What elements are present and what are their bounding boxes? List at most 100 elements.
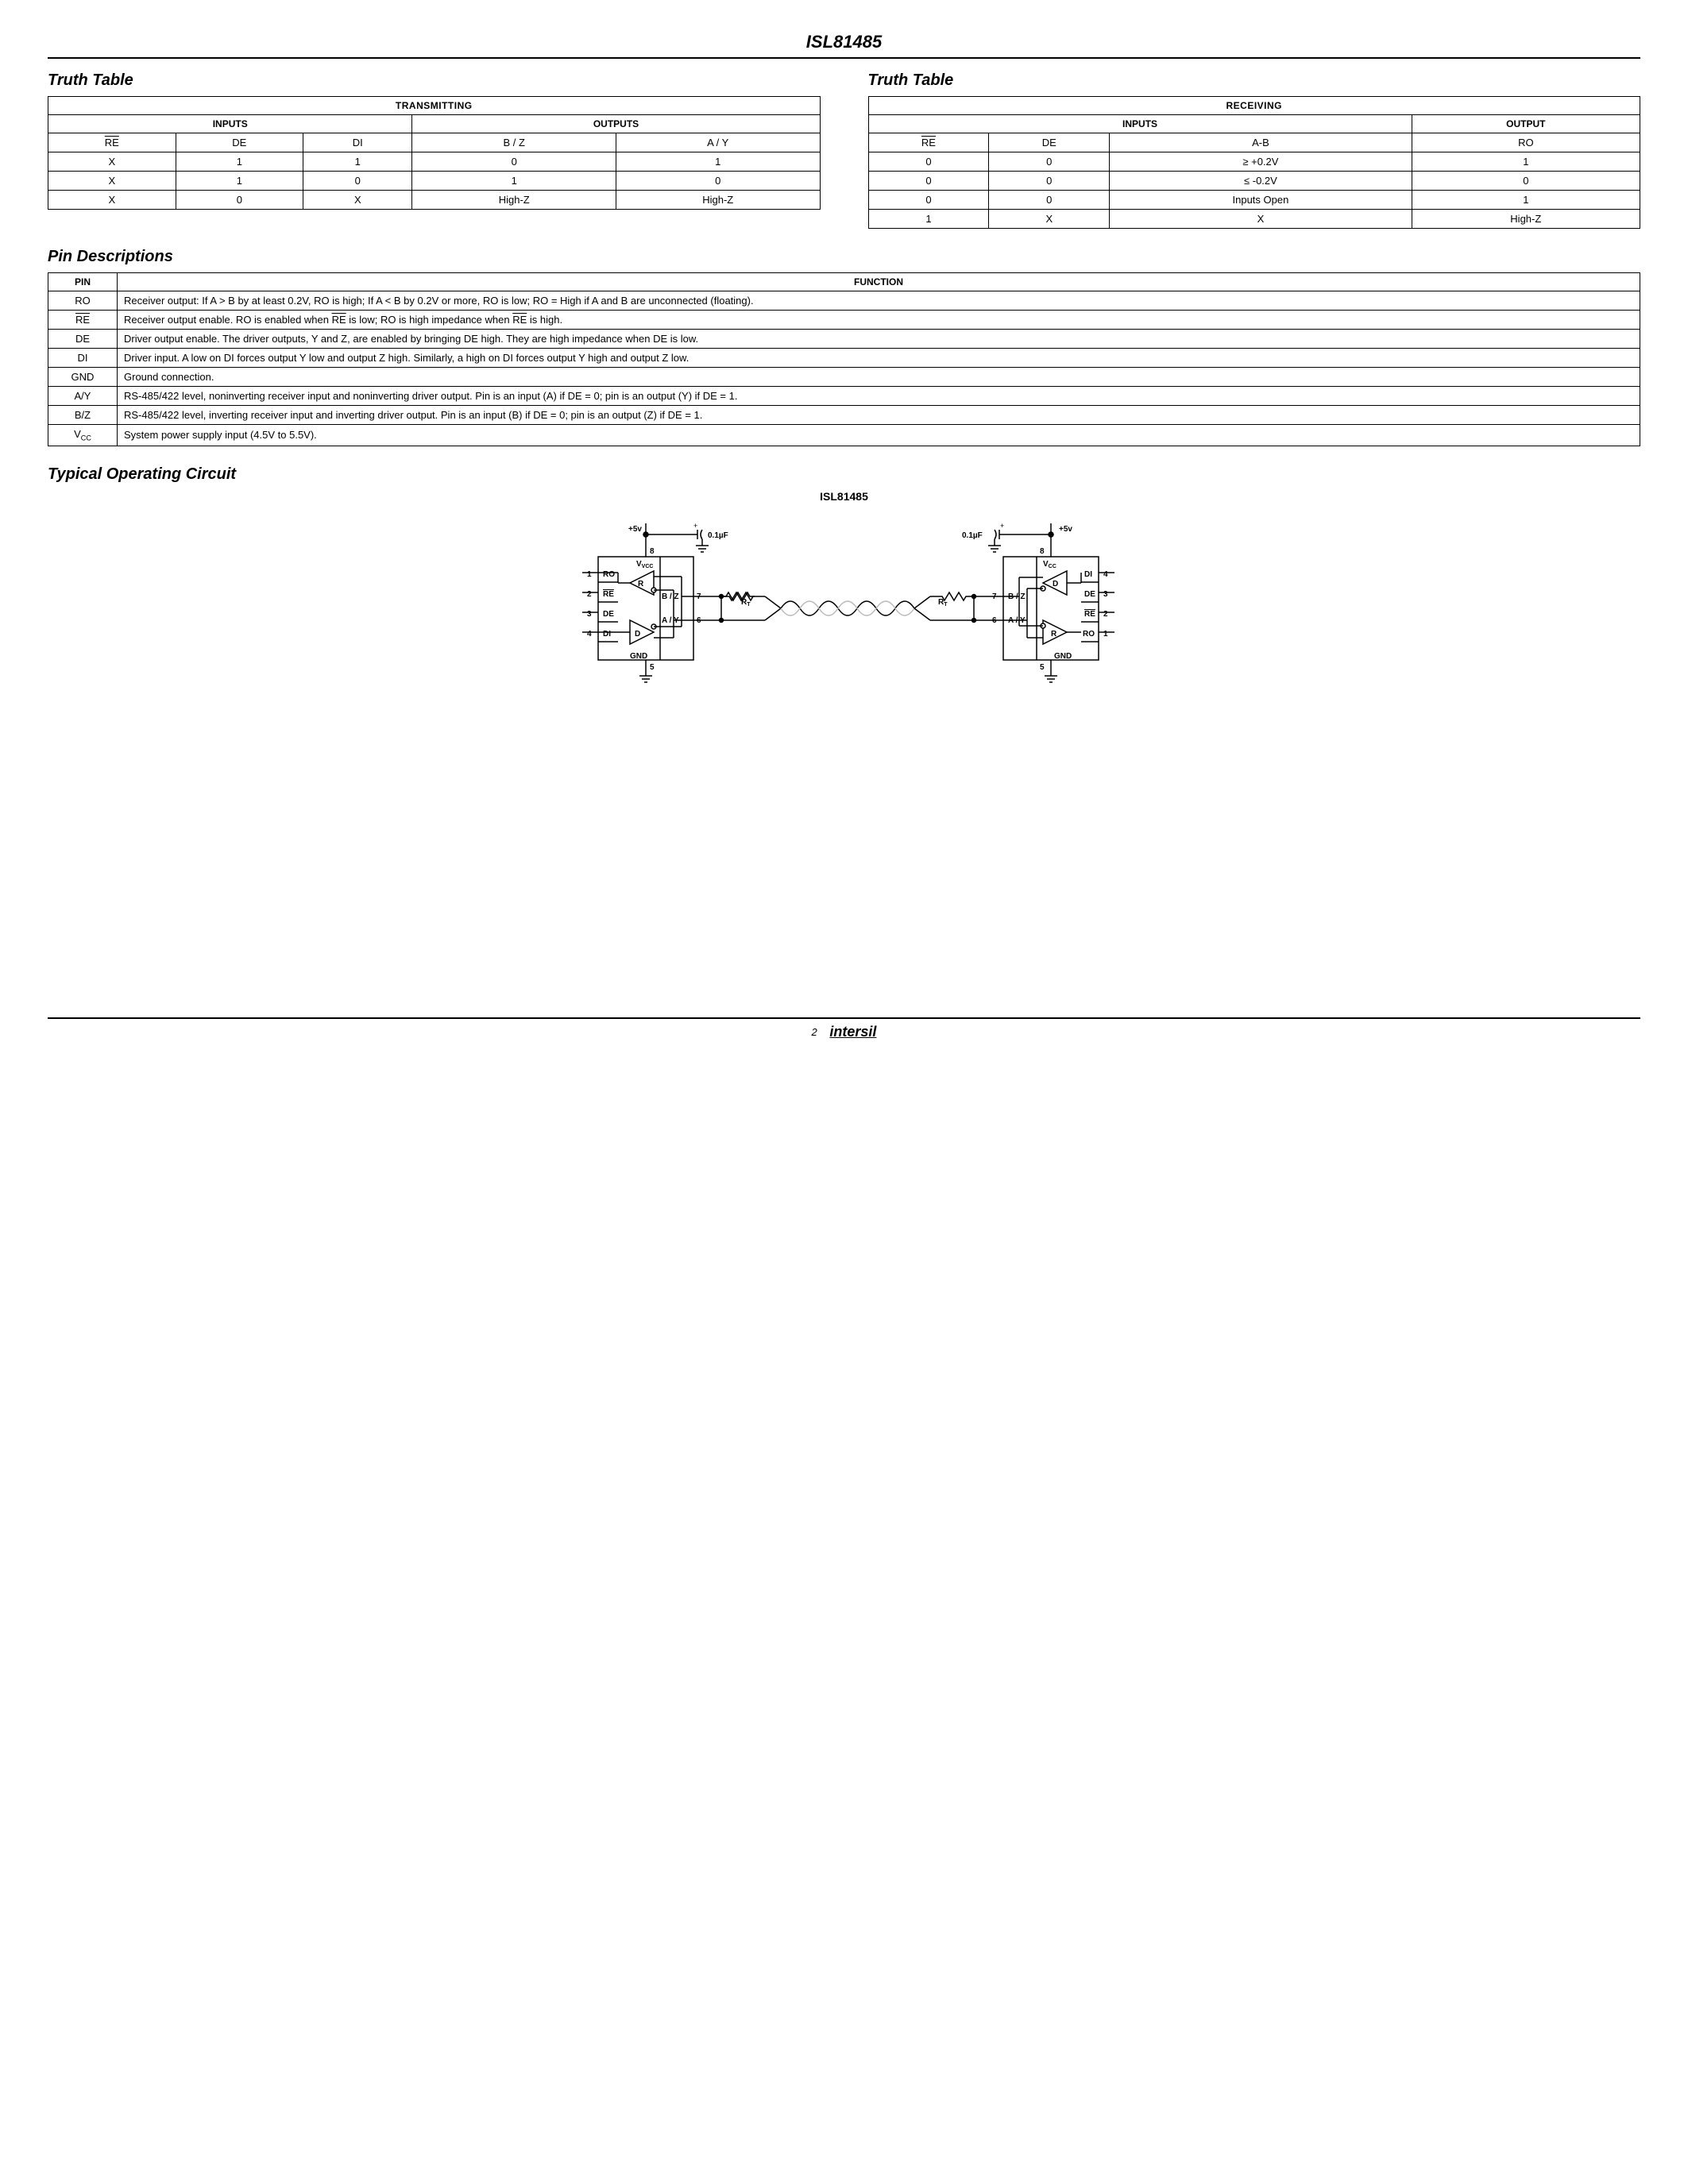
table-row: B/ZRS-485/422 level, inverting receiver … <box>48 406 1640 425</box>
pin-h0: PIN <box>48 273 118 291</box>
table-cell: High-Z <box>412 191 616 210</box>
pin-name: RO <box>48 291 118 311</box>
tx-h1: DE <box>176 133 303 152</box>
pin-h1: FUNCTION <box>118 273 1640 291</box>
table-cell: 1 <box>1412 152 1640 172</box>
svg-text:DE: DE <box>603 610 614 619</box>
rx-heading: Truth Table <box>868 71 1641 90</box>
rx-h1: DE <box>989 133 1110 152</box>
svg-text:7: 7 <box>992 592 997 601</box>
tx-outputs-label: OUTPUTS <box>412 115 820 133</box>
svg-text:0.1µF: 0.1µF <box>962 531 983 540</box>
table-row: A/YRS-485/422 level, noninverting receiv… <box>48 387 1640 406</box>
svg-text:R: R <box>638 580 644 588</box>
svg-text:1: 1 <box>1103 630 1108 639</box>
table-row: X0XHigh-ZHigh-Z <box>48 191 821 210</box>
table-row: ROReceiver output: If A > B by at least … <box>48 291 1640 311</box>
table-cell: 1 <box>176 152 303 172</box>
table-cell: 0 <box>989 172 1110 191</box>
table-cell: 0 <box>1412 172 1640 191</box>
table-cell: High-Z <box>1412 210 1640 229</box>
svg-text:RO: RO <box>1083 630 1095 639</box>
table-row: GNDGround connection. <box>48 368 1640 387</box>
tx-h3: B / Z <box>412 133 616 152</box>
svg-text:DI: DI <box>1084 570 1092 579</box>
pin-function: Ground connection. <box>118 368 1640 387</box>
pin-function: System power supply input (4.5V to 5.5V)… <box>118 425 1640 446</box>
tx-inputs-label: INPUTS <box>48 115 412 133</box>
table-row: 00≤ -0.2V0 <box>868 172 1640 191</box>
tx-table: TRANSMITTING INPUTS OUTPUTS RE DE DI B /… <box>48 96 821 210</box>
table-cell: 1 <box>868 210 989 229</box>
pin-name: DI <box>48 349 118 368</box>
pin-function: Driver output enable. The driver outputs… <box>118 330 1640 349</box>
svg-text:DE: DE <box>1084 590 1095 599</box>
table-row: 00Inputs Open1 <box>868 191 1640 210</box>
pin-name: DE <box>48 330 118 349</box>
table-row: DEDriver output enable. The driver outpu… <box>48 330 1640 349</box>
table-cell: Inputs Open <box>1110 191 1412 210</box>
svg-text:+: + <box>1000 522 1004 530</box>
tx-truth-table-col: Truth Table TRANSMITTING INPUTS OUTPUTS … <box>48 71 821 229</box>
tx-h0: RE <box>48 133 176 152</box>
table-cell: 0 <box>176 191 303 210</box>
table-cell: 1 <box>303 152 412 172</box>
svg-text:8: 8 <box>650 547 655 556</box>
tx-h4: A / Y <box>616 133 820 152</box>
svg-text:GND: GND <box>630 652 647 661</box>
rx-header-row: RE DE A-B RO <box>868 133 1640 152</box>
table-cell: 1 <box>1412 191 1640 210</box>
pin-function: Receiver output: If A > B by at least 0.… <box>118 291 1640 311</box>
circuit-heading: Typical Operating Circuit <box>48 465 1640 484</box>
pin-name: B/Z <box>48 406 118 425</box>
svg-text:6: 6 <box>992 616 997 625</box>
rx-h0: RE <box>868 133 989 152</box>
tx-heading: Truth Table <box>48 71 821 90</box>
brand-logo: intersil <box>829 1024 876 1040</box>
rx-h2: A-B <box>1110 133 1412 152</box>
pin-name: VCC <box>48 425 118 446</box>
svg-text:D: D <box>635 630 640 639</box>
svg-text:RT: RT <box>938 598 948 608</box>
table-row: VCCSystem power supply input (4.5V to 5.… <box>48 425 1640 446</box>
tx-title: TRANSMITTING <box>48 97 821 115</box>
svg-text:4: 4 <box>1103 570 1108 579</box>
table-row: 00≥ +0.2V1 <box>868 152 1640 172</box>
table-row: DIDriver input. A low on DI forces outpu… <box>48 349 1640 368</box>
svg-text:0.1µF: 0.1µF <box>708 531 728 540</box>
svg-text:R: R <box>1051 630 1057 639</box>
table-row: X1101 <box>48 152 821 172</box>
table-cell: 0 <box>989 152 1110 172</box>
table-cell: 0 <box>868 152 989 172</box>
table-cell: 0 <box>616 172 820 191</box>
page-footer: 2 intersil <box>48 1017 1640 1040</box>
svg-text:D: D <box>1053 580 1058 588</box>
svg-text:+: + <box>693 522 697 530</box>
svg-text:B / Z: B / Z <box>662 592 679 601</box>
svg-text:2: 2 <box>1103 610 1108 619</box>
table-cell: 0 <box>868 191 989 210</box>
pin-function: Driver input. A low on DI forces output … <box>118 349 1640 368</box>
table-cell: X <box>48 191 176 210</box>
circuit-section: Typical Operating Circuit ISL81485 +5v 8… <box>48 465 1640 700</box>
svg-text:4: 4 <box>587 630 592 639</box>
svg-text:1: 1 <box>587 570 592 579</box>
svg-text:2: 2 <box>587 590 592 599</box>
pin-table: PIN FUNCTION ROReceiver output: If A > B… <box>48 272 1640 446</box>
rx-title: RECEIVING <box>868 97 1640 115</box>
svg-text:8: 8 <box>1040 547 1045 556</box>
pin-function: RS-485/422 level, inverting receiver inp… <box>118 406 1640 425</box>
svg-text:DI: DI <box>603 630 611 639</box>
svg-text:3: 3 <box>1103 590 1108 599</box>
table-cell: 1 <box>616 152 820 172</box>
pin-name: GND <box>48 368 118 387</box>
rx-outputs-label: OUTPUT <box>1412 115 1640 133</box>
svg-text:3: 3 <box>587 610 592 619</box>
svg-text:5: 5 <box>650 663 655 672</box>
pin-function: RS-485/422 level, noninverting receiver … <box>118 387 1640 406</box>
table-cell: X <box>1110 210 1412 229</box>
rx-truth-table-col: Truth Table RECEIVING INPUTS OUTPUT RE D… <box>868 71 1641 229</box>
circuit-diagram: +5v 8 VVCC + 0.1µF 1RO <box>543 509 1146 700</box>
table-cell: 0 <box>989 191 1110 210</box>
table-cell: X <box>989 210 1110 229</box>
